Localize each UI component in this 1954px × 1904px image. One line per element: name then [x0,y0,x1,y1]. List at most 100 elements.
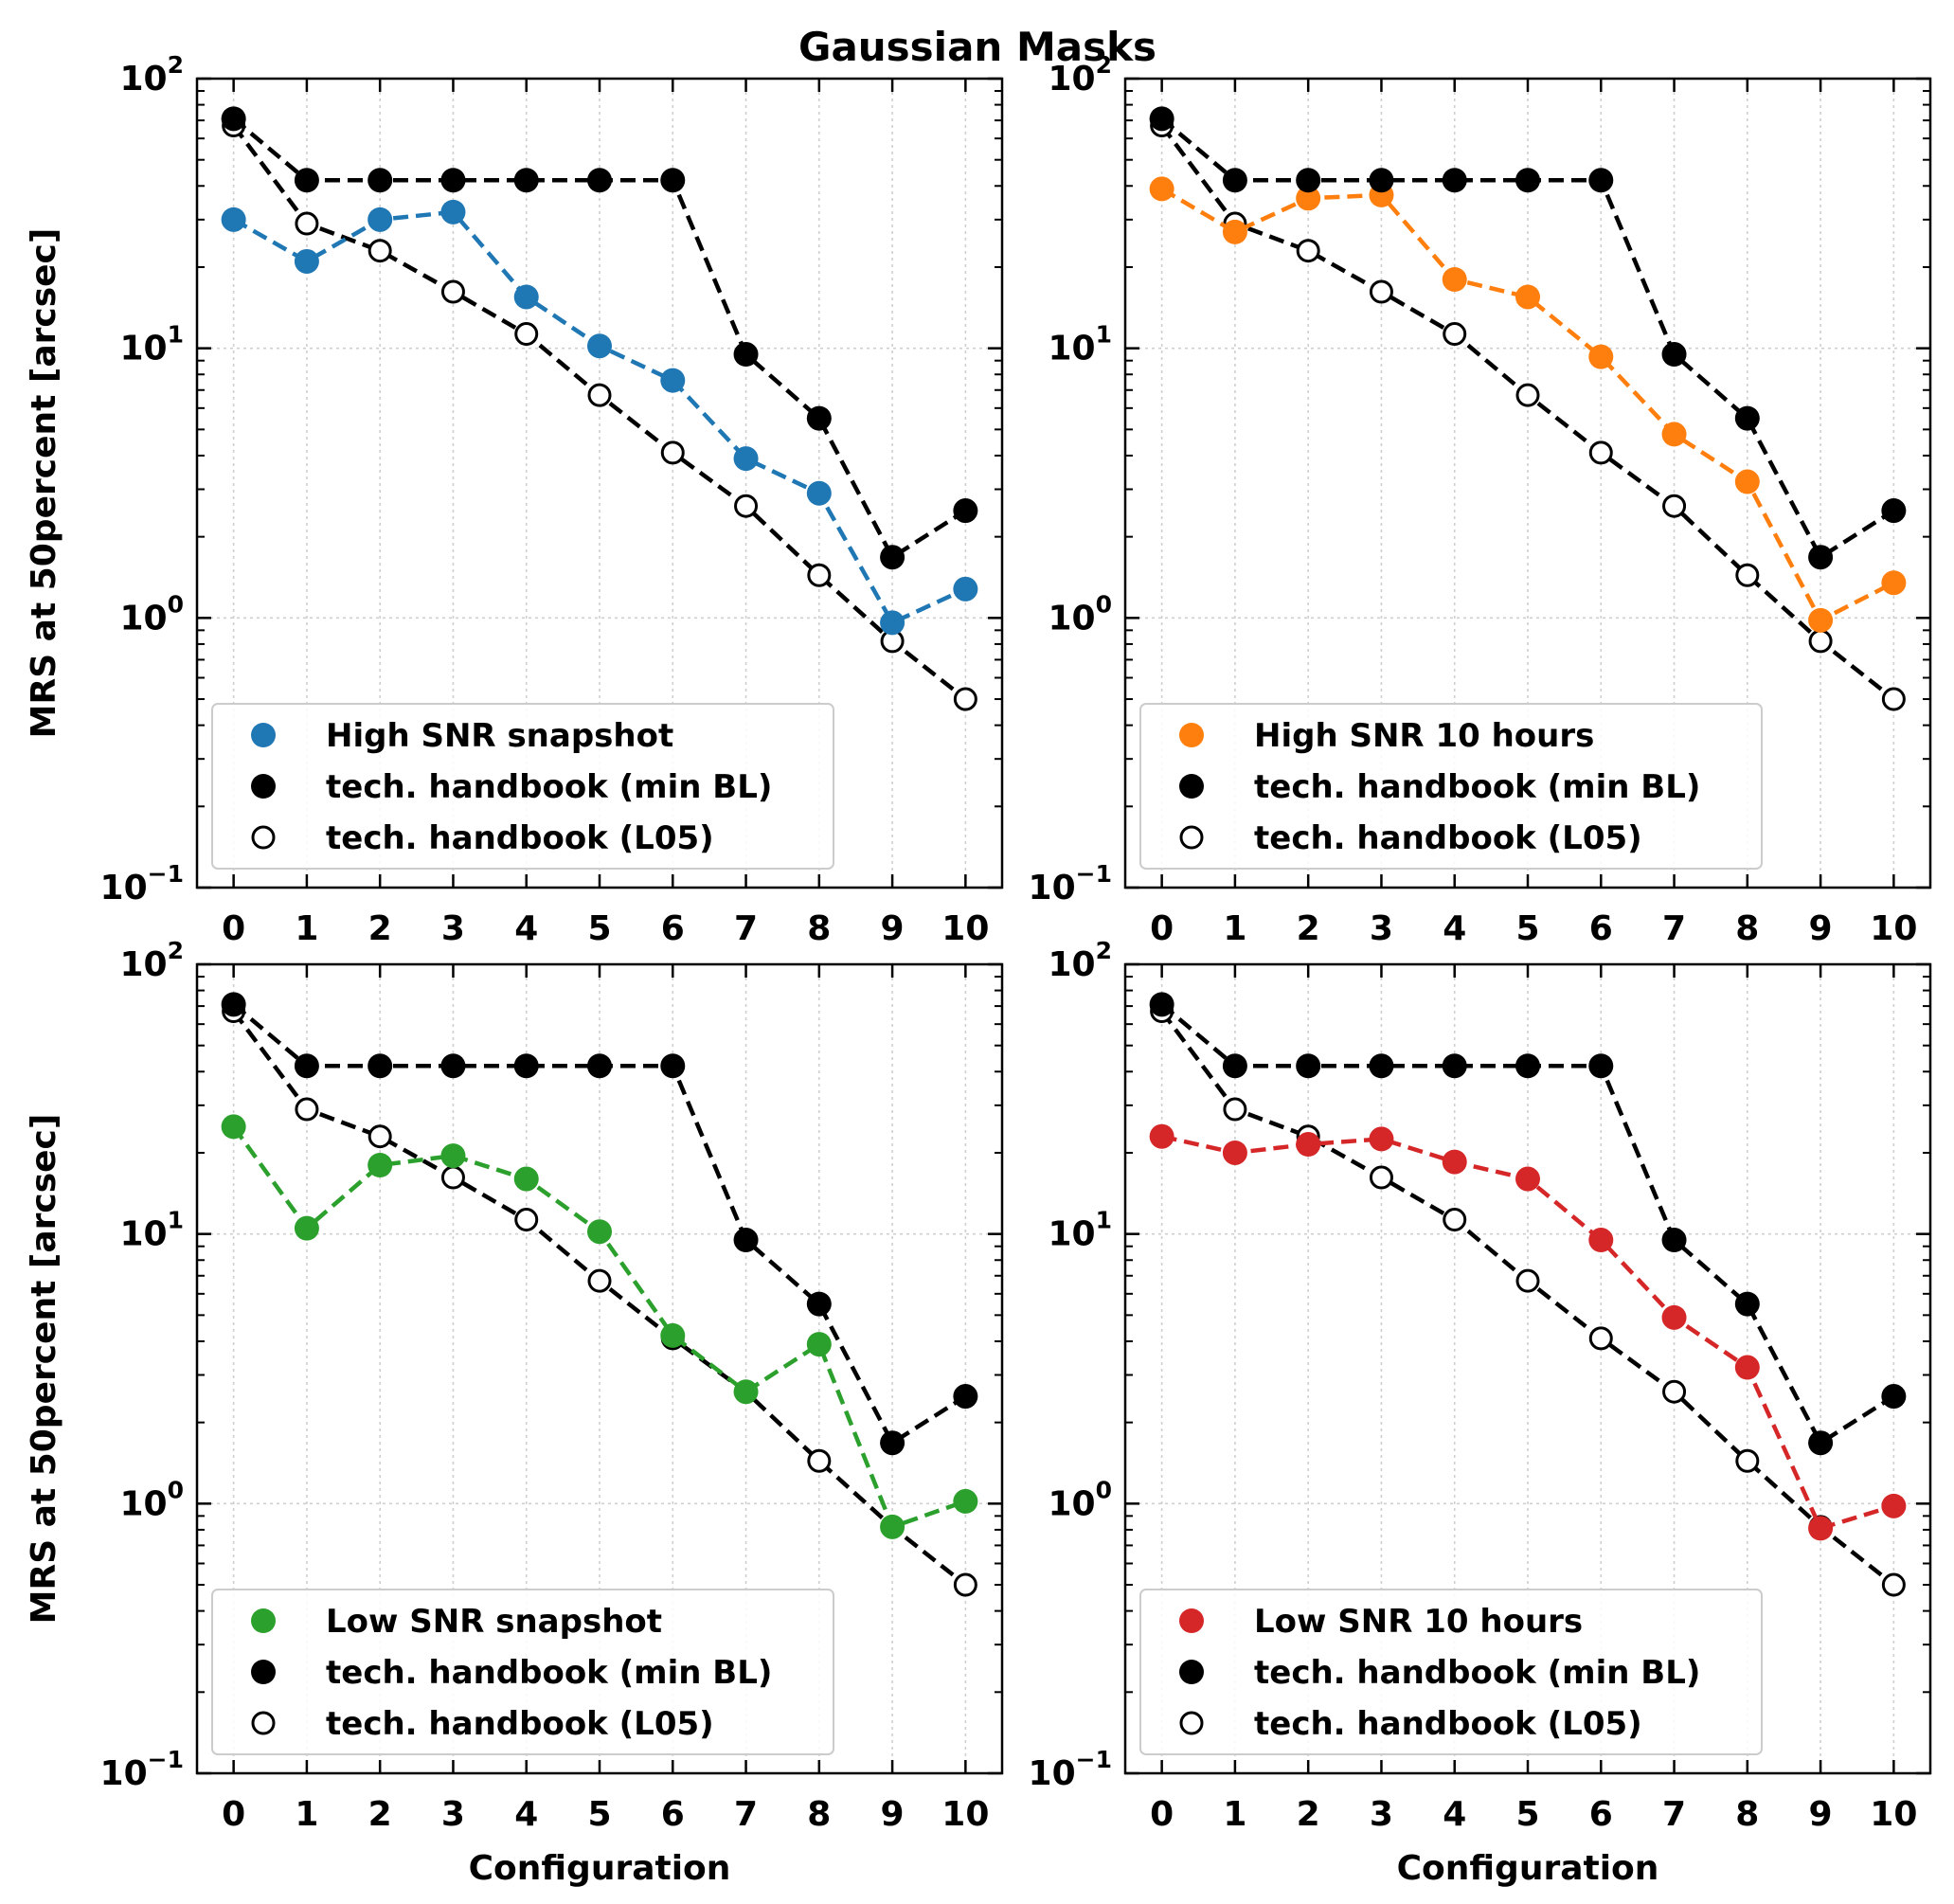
data-point [1881,1493,1907,1518]
y-tick-exponent: 0 [168,1476,184,1503]
y-tick-base: 10 [100,869,148,907]
data-point [1149,992,1174,1017]
y-tick-base: 10 [119,945,167,984]
legend-label: tech. handbook (L05) [326,819,714,857]
y-tick-exponent: −1 [1076,860,1112,888]
y-axis-label: MRS at 50percent [arcsec] [25,228,63,739]
data-point [1515,1166,1540,1192]
y-tick-base: 10 [1029,1754,1076,1793]
y-tick-base: 10 [1048,330,1095,368]
data-point [806,1291,832,1317]
y-tick-label: 102 [119,51,184,99]
data-point [660,168,686,193]
y-tick-label: 10−1 [1029,1746,1112,1793]
data-point [1735,1448,1760,1473]
y-tick-label: 101 [1048,321,1112,368]
series-0 [221,199,978,636]
series-line [231,1125,967,1530]
x-tick-label: 0 [1150,1795,1174,1834]
data-point [733,342,759,368]
data-point [1443,1208,1467,1232]
data-point [587,333,612,359]
data-point [295,211,319,236]
x-tick-label: 0 [1150,909,1174,948]
y-axis-label: MRS at 50percent [arcsec] [25,1114,63,1625]
data-point [1442,1149,1467,1175]
x-tick-label: 4 [1443,909,1466,948]
data-point [440,1165,465,1190]
legend-box [211,703,834,870]
x-axis-label: Configuration [469,1849,731,1888]
x-tick-label: 2 [368,1795,392,1834]
legend-label: Low SNR snapshot [326,1603,662,1641]
legend-marker [1179,774,1204,799]
axes-frame [195,962,1004,1775]
data-point [1588,344,1614,369]
data-point [1881,1572,1906,1597]
data-point [1149,1123,1174,1149]
data-point [1808,629,1833,654]
y-tick-base: 10 [1048,1484,1095,1523]
legend-box [1139,1589,1763,1755]
data-point [953,1572,977,1597]
legend: Low SNR 10 hours tech. handbook (min BL) t… [1139,1589,1763,1755]
data-point [295,1097,319,1122]
data-point [953,576,978,602]
x-tick-label: 2 [1297,909,1320,948]
data-point [660,368,686,393]
x-tick-label: 5 [1515,909,1539,948]
data-point [440,1143,466,1169]
legend-marker [1179,825,1204,850]
legend-label: tech. handbook (min BL) [1254,768,1700,806]
x-tick-label: 6 [661,1795,685,1834]
data-point [1881,498,1907,524]
x-tick-label: 0 [222,909,245,948]
series-0 [1149,1123,1907,1541]
y-tick-exponent: −1 [1076,1746,1112,1773]
x-tick-label: 9 [881,909,905,948]
data-point [806,480,832,506]
data-point [1808,1430,1834,1456]
legend-label: tech. handbook (min BL) [326,768,772,806]
y-tick-label: 100 [1048,590,1112,638]
data-point [1222,1053,1247,1079]
y-tick-label: 10−1 [100,860,184,907]
data-point [1588,1326,1613,1351]
legend: High SNR snapshot tech. handbook (min BL)… [211,703,834,870]
y-tick-base: 10 [119,599,167,638]
data-point [1442,266,1467,292]
data-point [221,207,246,232]
legend-box [211,1589,834,1755]
x-tick-label: 5 [587,1795,611,1834]
data-point [440,168,466,193]
legend-marker [251,1711,276,1735]
x-tick-label: 1 [1223,909,1246,948]
legend-label: tech. handbook (L05) [326,1705,714,1743]
data-point [1881,1384,1907,1410]
series-1 [221,992,978,1456]
data-point [880,1430,905,1456]
x-tick-label: 7 [734,909,758,948]
data-point [1369,1053,1394,1079]
x-tick-label: 3 [441,909,465,948]
x-tick-label: 9 [881,1795,905,1834]
y-tick-exponent: 1 [168,321,184,349]
data-point [367,1124,392,1149]
data-point [880,610,905,636]
data-point [1296,186,1321,211]
x-tick-label: 8 [1735,1795,1759,1834]
series-2 [1150,114,1906,711]
y-tick-label: 102 [1048,937,1112,984]
data-point [1734,405,1760,431]
data-point [1515,1053,1540,1079]
data-point [367,1053,393,1079]
x-tick-label: 3 [1370,1795,1393,1834]
data-point [1296,168,1321,193]
y-tick-base: 10 [119,330,167,368]
data-point [1808,1516,1834,1541]
y-tick-label: 102 [1048,51,1112,99]
